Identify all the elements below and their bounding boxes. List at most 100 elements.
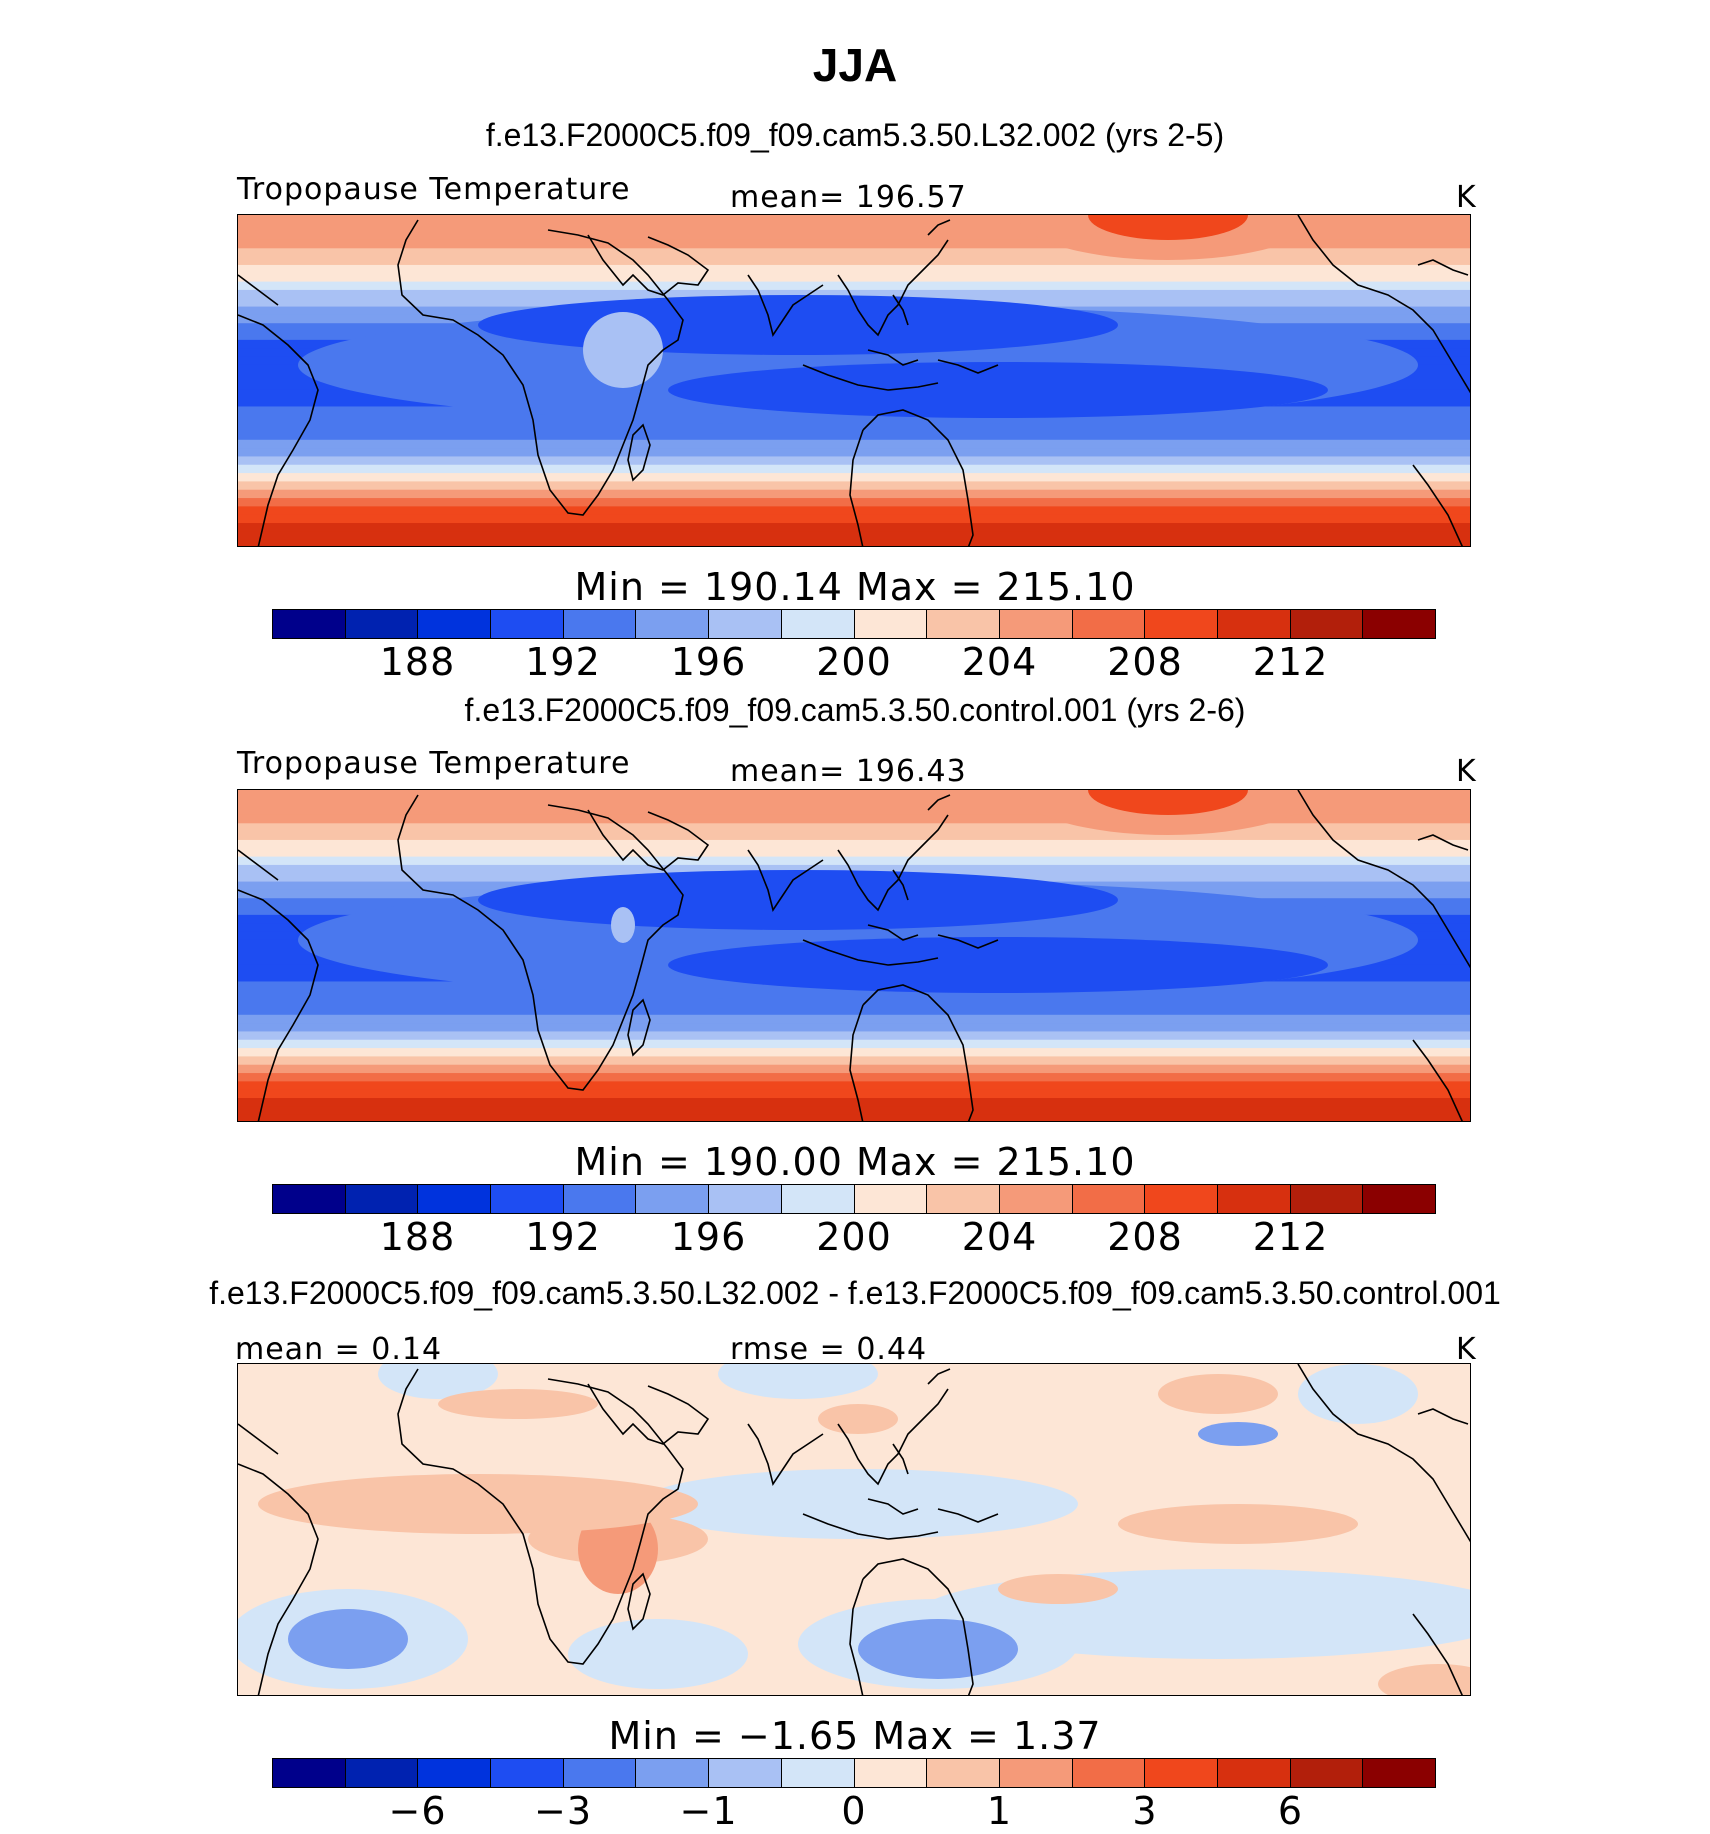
panel2-units: K (1456, 754, 1477, 789)
panel1-colorbar-swatch (636, 610, 710, 638)
coastline-segment (802, 364, 939, 391)
panel3-mean-label: mean = 0.14 (235, 1332, 443, 1367)
coastline-segment (927, 219, 951, 236)
contour-band (238, 215, 1470, 225)
coastline-segment (1417, 834, 1469, 851)
coastline-segment (927, 794, 951, 811)
panel3-colorbar (272, 1758, 1436, 1788)
coastline-segment (892, 1443, 909, 1475)
panel1-colorbar-swatch (781, 610, 855, 638)
anomaly-region (258, 1474, 698, 1534)
panel2-field (238, 790, 1470, 1121)
panel3-rmse-label: rmse = 0.44 (730, 1332, 928, 1367)
panel2-mean-label: mean= 196.43 (730, 754, 967, 789)
panel3-colorbar-swatch (345, 1759, 419, 1787)
contour-band (238, 289, 1470, 300)
panel3-contour-features (238, 1364, 1470, 1695)
contour-band (238, 1114, 1470, 1121)
contour-band (238, 514, 1470, 525)
panel1-colorbar (272, 609, 1436, 639)
contour-band (238, 1106, 1470, 1116)
panel1-colorbar-ticks: 188 192 196 200 204 208 212 (0, 640, 1710, 685)
anomaly-region (1198, 1422, 1278, 1446)
panel1-colorbar-swatch (927, 610, 1000, 638)
contour-band (238, 831, 1470, 841)
contour-band (238, 473, 1470, 483)
panel3-colorbar-swatch (563, 1759, 637, 1787)
anomaly-region (858, 1619, 1018, 1679)
contour-band (238, 481, 1470, 491)
panel1-colorbar-swatch (491, 610, 564, 638)
panel2-colorbar-swatch (1072, 1185, 1146, 1213)
contour-band (238, 864, 1470, 875)
panel2-colorbar-ticks: 188 192 196 200 204 208 212 (0, 1215, 1710, 1260)
contour-band (238, 798, 1470, 808)
coastline-segment (397, 1368, 684, 1665)
panel1-colorbar-swatch (709, 610, 782, 638)
panel3-colorbar-ticks: −6 −3 −1 0 1 3 6 (0, 1789, 1710, 1834)
panel2-colorbar-tick: 192 (525, 1215, 601, 1259)
panel3-units: K (1456, 1332, 1477, 1367)
coastline-segment (937, 1508, 999, 1523)
panel3-colorbar-swatch (854, 1759, 928, 1787)
coastline-segment (867, 924, 919, 941)
coastline-segment (837, 814, 949, 912)
contour-band (238, 1014, 1470, 1025)
coastline-segment (238, 1463, 319, 1695)
contour-band (238, 848, 1470, 858)
panel1-colorbar-swatch (1363, 610, 1435, 638)
coastline-segment (587, 1383, 710, 1445)
panel2-colorbar-swatch (273, 1185, 346, 1213)
panel1-colorbar-swatch (345, 610, 419, 638)
panel2-min-max: Min = 190.00 Max = 215.10 (574, 1140, 1136, 1184)
panel2-colorbar-swatch (927, 1185, 1000, 1213)
anomaly-region (378, 1364, 498, 1399)
coastline-segment (1297, 790, 1470, 969)
coastline-segment (837, 239, 949, 337)
coastline-segment (862, 1558, 974, 1695)
coastline-segment (937, 359, 999, 374)
coastline-segment (802, 1513, 939, 1540)
panel3-colorbar-swatch (418, 1759, 492, 1787)
panel3-colorbar-tick: 1 (986, 1789, 1013, 1833)
panel3-map (237, 1363, 1471, 1696)
panel1-min-max: Min = 190.14 Max = 215.10 (574, 565, 1136, 609)
panel2-colorbar-tick: 200 (816, 1215, 892, 1259)
coastline-segment (1417, 259, 1469, 276)
anomaly-region (998, 1574, 1118, 1604)
panel3-field (238, 1364, 1470, 1695)
coastline-segment (238, 1423, 279, 1455)
panel3-colorbar-swatch (709, 1759, 782, 1787)
coastline-segment (627, 423, 651, 482)
panel3-colorbar-tick: −3 (533, 1789, 593, 1833)
panel2-colorbar-swatch (636, 1185, 710, 1213)
coastline-segment (837, 1388, 949, 1486)
anomaly-region (1118, 1504, 1358, 1544)
anomaly-region (288, 1609, 408, 1669)
panel2-colorbar-swatch (418, 1185, 492, 1213)
panel1-colorbar-swatch (418, 610, 492, 638)
panel1-colorbar-tick: 208 (1107, 640, 1183, 684)
anomaly-region (1378, 1664, 1470, 1695)
tropical-minimum-core (478, 295, 1118, 355)
coastline-segment (927, 1368, 951, 1385)
panel1-colorbar-tick: 192 (525, 640, 601, 684)
panel2-colorbar-swatch (1290, 1185, 1364, 1213)
coastline-segment (802, 939, 939, 966)
coastline-segment (1297, 1364, 1470, 1543)
coastline-segment (862, 984, 974, 1121)
panel2-colorbar-swatch (781, 1185, 855, 1213)
coastline-segment (849, 1004, 864, 1121)
panel2-colorbar-tick: 188 (379, 1215, 456, 1259)
contour-band (238, 264, 1470, 275)
panel1-case-title: f.e13.F2000C5.f09_f09.cam5.3.50.L32.002 … (485, 117, 1225, 153)
coastline-segment (892, 869, 909, 901)
panel3-colorbar-swatch (491, 1759, 564, 1787)
panel3-case-title: f.e13.F2000C5.f09_f09.cam5.3.50.L32.002 … (209, 1275, 1501, 1311)
panel3-colorbar-tick: −1 (679, 1789, 738, 1833)
contour-band (238, 431, 1470, 441)
contour-band (238, 439, 1470, 450)
panel1-field (238, 215, 1470, 546)
coastline-segment (849, 1578, 864, 1695)
panel2-coastlines (238, 790, 1470, 1121)
